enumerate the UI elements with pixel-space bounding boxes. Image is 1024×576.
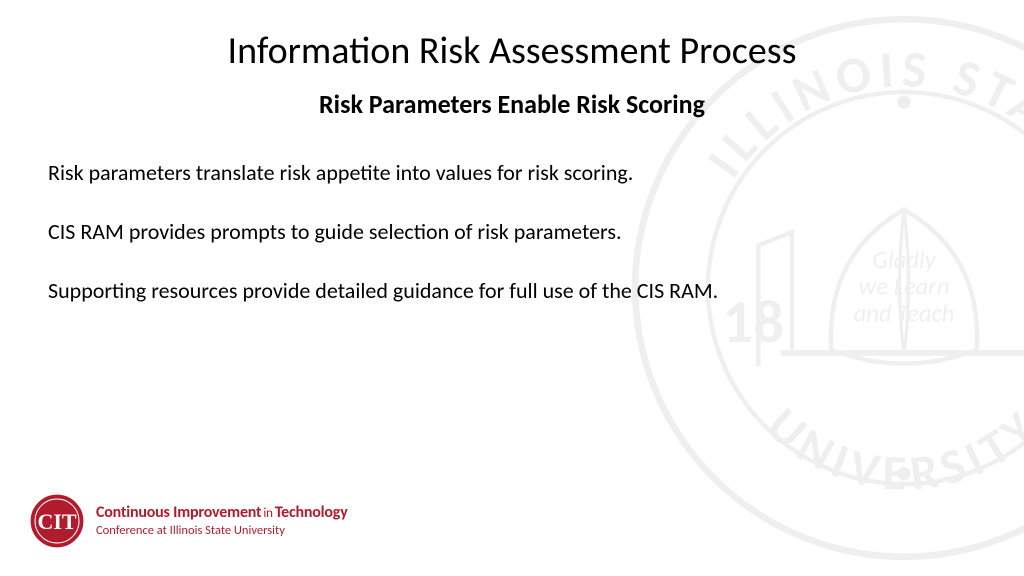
cit-badge-letters: CIT [37,509,76,534]
cit-line1-b: Technology [275,503,348,522]
cit-text-block: Continuous ImprovementinTechnology Confe… [96,505,348,537]
footer-conference-logo: CIT Continuous ImprovementinTechnology C… [28,492,348,550]
slide-container: Information Risk Assessment Process Risk… [0,0,1024,576]
cit-badge-icon: CIT [28,492,86,550]
cit-line1-in: in [263,506,272,521]
slide-title: Information Risk Assessment Process [40,28,984,74]
body-paragraph: CIS RAM provides prompts to guide select… [48,217,976,246]
cit-logo-line1: Continuous ImprovementinTechnology [96,505,348,522]
cit-logo-line2: Conference at Illinois State University [96,524,348,537]
body-paragraph: Risk parameters translate risk appetite … [48,158,976,187]
slide-body: Risk parameters translate risk appetite … [40,158,984,305]
cit-line1-a: Continuous Improvement [96,503,261,522]
slide-subtitle: Risk Parameters Enable Risk Scoring [40,88,984,120]
body-paragraph: Supporting resources provide detailed gu… [48,276,976,305]
